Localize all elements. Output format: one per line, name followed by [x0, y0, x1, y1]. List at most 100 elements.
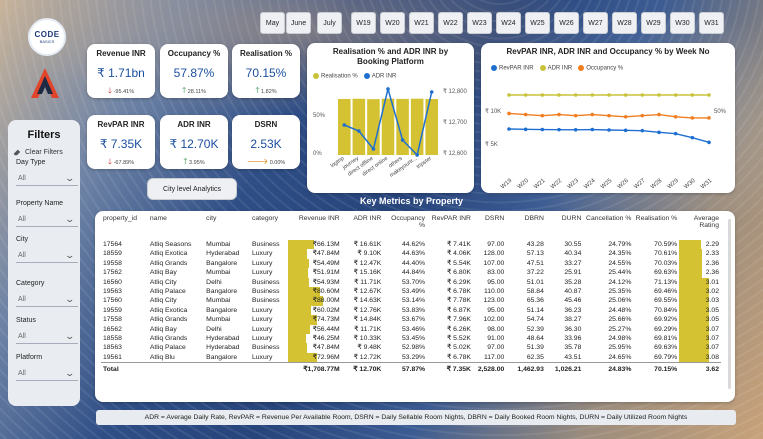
- table-total-row[interactable]: Total ₹1,708.77M ₹ 12.70K 57.87% ₹ 7.35K 2,52…: [101, 362, 721, 378]
- table-cell: ₹ 7.78K: [446, 297, 471, 305]
- filter-dropdown-5[interactable]: All ⌄: [16, 367, 78, 381]
- column-header[interactable]: city: [206, 215, 217, 222]
- table-cell: 53.83%: [402, 306, 426, 314]
- week-button-9[interactable]: W28: [612, 12, 637, 34]
- week-button-6[interactable]: W25: [525, 12, 550, 34]
- filter-dropdown-3[interactable]: All ⌄: [16, 293, 78, 307]
- table-cell: 18559: [103, 250, 122, 258]
- table-cell: 110.00: [483, 288, 505, 296]
- week-button-3[interactable]: W22: [438, 12, 463, 34]
- column-header[interactable]: name: [149, 215, 167, 222]
- column-header[interactable]: Cancellation %: [586, 215, 632, 222]
- table-header-row: property_id name city category Revenue INR AD…: [101, 213, 721, 240]
- table-cell: 25.35%: [608, 288, 632, 296]
- table-cell: 69.46%: [654, 288, 678, 296]
- revenue-data-bar: [287, 334, 307, 344]
- column-header[interactable]: Average Rating: [693, 215, 719, 229]
- table-cell: 24.55%: [608, 259, 632, 267]
- table-cell: ₹ 6.29K: [446, 278, 471, 286]
- filter-value-5: All: [18, 370, 26, 377]
- column-header[interactable]: DSRN: [485, 215, 505, 222]
- table-cell: 24.48%: [608, 306, 632, 314]
- column-header[interactable]: Occupancy %: [391, 215, 426, 229]
- table-cell: 16562: [103, 325, 122, 333]
- table-cell: Bangalore: [206, 288, 238, 296]
- column-header[interactable]: ADR INR: [353, 215, 382, 222]
- series-point: [623, 128, 628, 133]
- table-row[interactable]: 17560 Atliq City Mumbai Business ₹88.00M ₹ 14…: [101, 296, 721, 306]
- series-point: [540, 127, 545, 132]
- series-point: [607, 93, 611, 97]
- week-button-5[interactable]: W24: [496, 12, 521, 34]
- column-header[interactable]: DURN: [561, 215, 582, 222]
- arrow-down-icon: 🡓: [107, 157, 113, 166]
- table-row[interactable]: 18558 Atliq Grands Hyderabad Luxury ₹46.25M ₹…: [101, 334, 721, 344]
- filter-dropdown-0[interactable]: All ⌄: [16, 172, 78, 186]
- column-header[interactable]: Revenue INR: [298, 215, 340, 222]
- table-cell: Atliq Bay: [149, 269, 177, 277]
- table-cell: 44.40%: [402, 259, 426, 267]
- month-button-1[interactable]: June: [286, 12, 311, 34]
- week-button-12[interactable]: W31: [699, 12, 724, 34]
- filter-dropdown-4[interactable]: All ⌄: [16, 330, 78, 344]
- series-point: [623, 114, 628, 119]
- column-header[interactable]: Realisation %: [635, 215, 678, 222]
- week-button-1[interactable]: W20: [380, 12, 405, 34]
- series-point: [690, 135, 695, 140]
- table-cell: Delhi: [206, 278, 222, 286]
- series-point: [507, 127, 511, 131]
- table-row[interactable]: 16560 Atliq City Delhi Business ₹54.93M ₹ 11.…: [101, 277, 721, 288]
- atliq-logo-icon: [31, 68, 59, 98]
- filter-value-1: All: [18, 216, 26, 223]
- table-row[interactable]: 19559 Atliq Exotica Bangalore Luxury ₹60.02M…: [101, 305, 721, 316]
- table-cell: ₹ 12.70K: [341, 362, 384, 378]
- week-button-2[interactable]: W21: [409, 12, 434, 34]
- week-button-8[interactable]: W27: [583, 12, 608, 34]
- table-cell: 24.79%: [608, 241, 632, 248]
- month-button-2[interactable]: July: [317, 12, 342, 34]
- table-row[interactable]: 19558 Atliq Grands Bangalore Luxury ₹54.49M ₹…: [101, 258, 721, 269]
- table-cell: [204, 362, 250, 378]
- table-cell: Luxury: [252, 250, 273, 258]
- table-cell: 25.95%: [608, 344, 632, 352]
- table-cell: Atliq City: [149, 278, 177, 286]
- table-cell: Luxury: [252, 269, 273, 277]
- week-button-0[interactable]: W19: [351, 12, 376, 34]
- table-scrollbar[interactable]: [728, 219, 731, 389]
- week-button-4[interactable]: W23: [467, 12, 492, 34]
- table-row[interactable]: 17558 Atliq Grands Mumbai Luxury ₹74.73M ₹ 14…: [101, 315, 721, 325]
- column-header[interactable]: property_id: [103, 215, 138, 222]
- table-row[interactable]: 18563 Atliq Palace Hyderabad Business ₹47.84…: [101, 343, 721, 353]
- week-button-7[interactable]: W26: [554, 12, 579, 34]
- table-cell: ₹ 9.48K: [357, 344, 382, 352]
- table-cell: 2.36: [679, 258, 721, 269]
- week-button-10[interactable]: W29: [641, 12, 666, 34]
- table-cell: 65.36: [526, 297, 544, 305]
- table-row[interactable]: 19563 Atliq Palace Bangalore Business ₹80.60…: [101, 287, 721, 297]
- chevron-down-icon: ⌄: [64, 173, 76, 183]
- month-button-0[interactable]: May: [260, 12, 285, 34]
- table-row[interactable]: 19561 Atliq Blu Bangalore Luxury ₹72.96M ₹ 12…: [101, 352, 721, 363]
- table-cell: Hyderabad: [206, 250, 240, 258]
- column-header[interactable]: category: [252, 215, 279, 222]
- table-row[interactable]: 18559 Atliq Exotica Hyderabad Luxury ₹47.84M…: [101, 249, 721, 259]
- filter-dropdown-2[interactable]: All ⌄: [16, 249, 78, 263]
- column-header[interactable]: RevPAR INR: [431, 215, 471, 222]
- table-cell: ₹ 12.72K: [353, 353, 382, 361]
- kpi-value: ₹ 7.35K: [99, 137, 143, 151]
- table-cell: ₹ 6.26K: [446, 325, 471, 333]
- table-row[interactable]: 17564 Atliq Seasons Mumbai Business ₹66.13M ₹…: [101, 240, 721, 250]
- table-cell: ₹ 7.96K: [446, 316, 471, 324]
- kpi-card-1: Occupancy % 57.87% 🡑 28.11%: [160, 44, 228, 98]
- column-header[interactable]: DBRN: [524, 215, 544, 222]
- table-cell: 3.03: [679, 296, 721, 306]
- kpi-title: ADR INR: [177, 120, 211, 129]
- table-row[interactable]: 16562 Atliq Bay Delhi Luxury ₹56.44M ₹ 11.71K…: [101, 324, 721, 335]
- city-level-analytics-button[interactable]: City level Analytics: [147, 178, 237, 200]
- rating-data-bar: [679, 287, 709, 297]
- week-button-11[interactable]: W30: [670, 12, 695, 34]
- table-row[interactable]: 17562 Atliq Bay Mumbai Luxury ₹51.91M ₹ 15.16…: [101, 268, 721, 278]
- clear-filters-button[interactable]: Clear Filters: [13, 148, 63, 156]
- filter-dropdown-1[interactable]: All ⌄: [16, 213, 78, 227]
- revenue-data-bar: [287, 305, 312, 316]
